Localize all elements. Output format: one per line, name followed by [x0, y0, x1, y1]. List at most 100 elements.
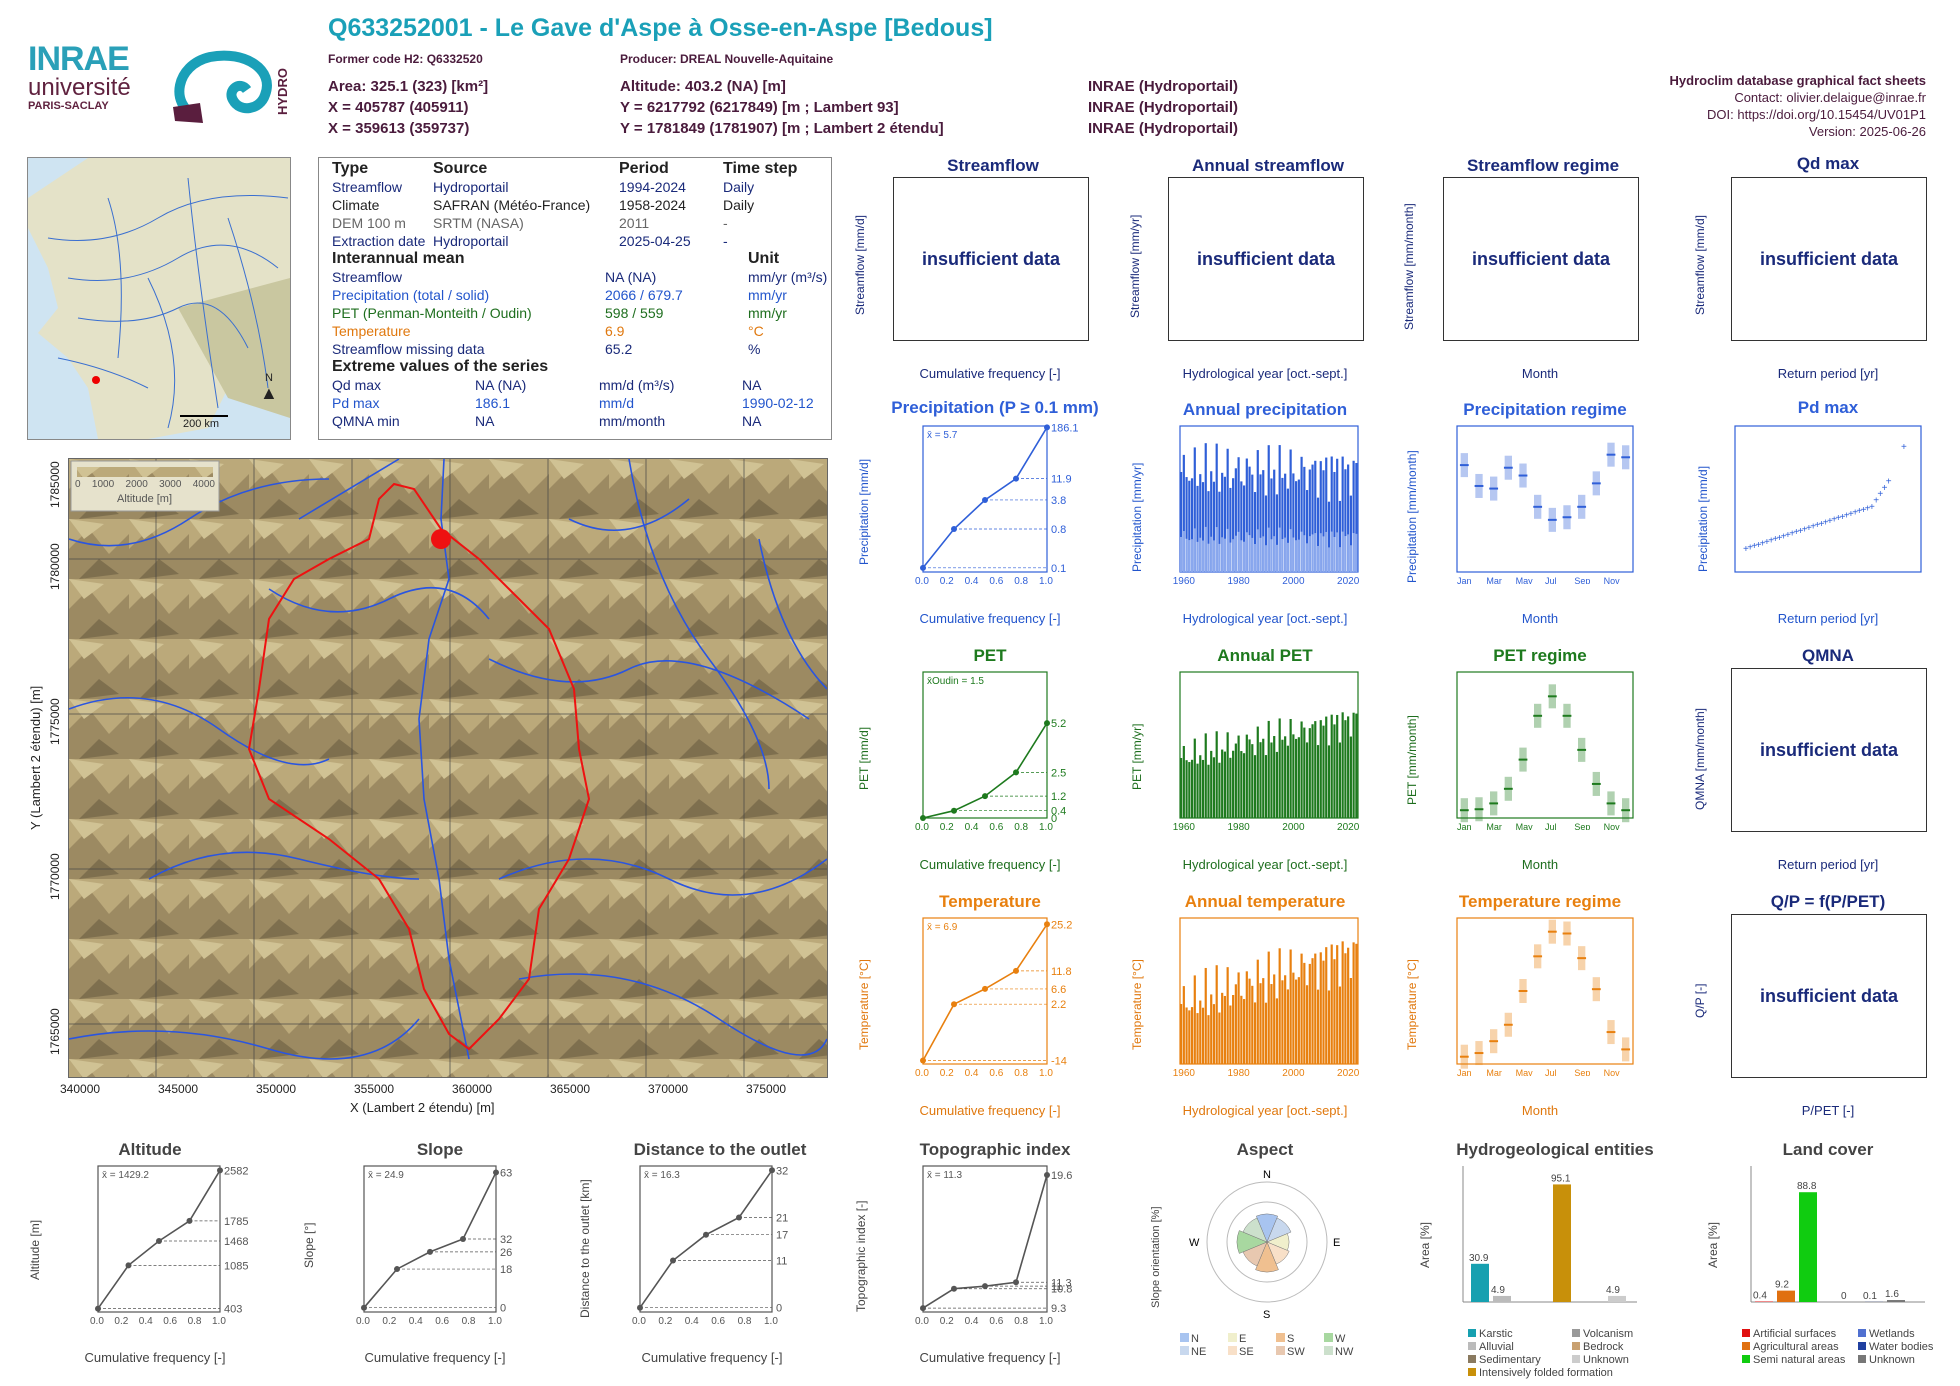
annual-bar-solid: [1349, 545, 1352, 572]
distance-chart: 0 11 17 21 32 0.0 0.2 0.4 0.6 0.8 1.0 x̄ = 16.3: [632, 1165, 788, 1324]
annual-bar: [1180, 472, 1183, 572]
quantile-label: 18: [500, 1264, 512, 1276]
annual-bar: [1185, 1007, 1188, 1064]
annual-bar: [1284, 736, 1287, 818]
quantile-label: 6.6: [1051, 984, 1066, 996]
streamflow-insufficient: insufficient data: [893, 177, 1089, 341]
annual-bar: [1341, 941, 1344, 1064]
annual-bar: [1210, 750, 1213, 818]
locator-map: 200 km N ▲: [27, 157, 291, 440]
temp-cdf-chart: -14 2.2 6.6 11.8 25.2 0.0 0.2 0.4 0.6 0.8 1.0 x̄ = …: [915, 917, 1072, 1076]
annual-bar-solid: [1297, 539, 1300, 572]
annual-bar: [1229, 757, 1232, 818]
aspect-sector: [1255, 1241, 1279, 1273]
annual-bar: [1308, 963, 1311, 1064]
annual-bar: [1188, 762, 1191, 818]
return-period-point: +: [1798, 526, 1804, 537]
annual-bar: [1232, 478, 1235, 572]
annual-bar: [1349, 495, 1352, 572]
return-period-point: +: [1785, 530, 1791, 541]
x-tick-label: 0.0: [632, 1316, 646, 1324]
quantile-point: [736, 1214, 742, 1221]
annual-bar: [1352, 712, 1355, 818]
annual-bar: [1278, 948, 1281, 1064]
quantile-label: 11.3: [1051, 1277, 1072, 1289]
annual-bar: [1303, 962, 1306, 1064]
x-tick-label: Jan: [1457, 1068, 1472, 1076]
annual-bar-solid: [1341, 531, 1344, 572]
quantile-point: [920, 815, 926, 821]
annual-bar: [1245, 734, 1248, 818]
x-tick-label: 0.8: [188, 1316, 202, 1324]
qp-title: Q/P = f(P/PET): [1770, 892, 1886, 911]
plot-frame: [1456, 917, 1634, 1065]
annual-bar: [1281, 980, 1284, 1064]
annual-bar-solid: [1319, 533, 1322, 572]
annual-bar: [1311, 958, 1314, 1064]
annual-bar: [1223, 476, 1227, 572]
quantile-label: 11: [776, 1255, 787, 1267]
annual-bar-solid: [1278, 527, 1281, 572]
annual-bar: [1341, 712, 1344, 818]
annual-bar: [1210, 994, 1213, 1064]
streamflow-title: Streamflow: [947, 156, 1039, 175]
annual-bar: [1292, 972, 1295, 1064]
x-tick-label: 1.0: [1039, 576, 1053, 584]
annual-bar: [1237, 457, 1240, 572]
annual-bar: [1347, 947, 1350, 1064]
annual-bar: [1240, 481, 1243, 572]
quantile-point: [982, 496, 988, 503]
pct-bar: [1887, 1300, 1905, 1302]
pct-bar: [1471, 1263, 1489, 1302]
plot-frame: [639, 1165, 773, 1313]
quantile-label: 403: [224, 1304, 242, 1316]
dir-label: E: [1333, 1237, 1340, 1249]
x-tick-label: 0.4: [685, 1316, 699, 1324]
annual-bar-solid: [1240, 540, 1243, 572]
annual-bar: [1355, 713, 1358, 818]
quantile-label: -14: [1051, 1056, 1067, 1068]
temp-title: Temperature: [939, 892, 1041, 911]
annual-bar: [1190, 478, 1194, 572]
streamflow-regime-ylabel: Streamflow [mm/month]: [1402, 203, 1416, 330]
return-period-point: +: [1764, 537, 1770, 548]
annual-bar: [1289, 949, 1292, 1064]
annual-bar-solid: [1305, 543, 1309, 572]
quantile-label: 1468: [224, 1236, 248, 1248]
map-legend-title: Altitude [m]: [117, 493, 173, 505]
x-tick-label: 0.6: [711, 1316, 725, 1324]
annual-bar: [1229, 1005, 1232, 1064]
annual-bar: [1237, 735, 1240, 818]
x-tick-label: 0.2: [940, 822, 954, 830]
annual-bar: [1292, 734, 1295, 818]
quantile-label: 2582: [224, 1165, 248, 1177]
quantile-label: 1785: [224, 1216, 248, 1228]
annual-bar: [1322, 725, 1325, 818]
annual-bar: [1330, 456, 1333, 572]
annual-streamflow-title: Annual streamflow: [1191, 156, 1345, 175]
annual-bar: [1185, 477, 1188, 572]
annual-bar-solid: [1223, 538, 1227, 572]
quantile-label: 5.2: [1051, 718, 1066, 730]
annual-bar: [1251, 985, 1254, 1064]
annual-bar: [1240, 751, 1243, 818]
quantile-label: 10.8: [1051, 1284, 1072, 1296]
annual-bar: [1212, 481, 1216, 572]
quantile-point: [670, 1257, 676, 1264]
annual-bar: [1226, 967, 1229, 1064]
annual-bar: [1188, 1010, 1191, 1064]
pct-bar-label: 9.2: [1775, 1280, 1789, 1291]
annual-bar-solid: [1284, 537, 1287, 572]
annual-bar: [1322, 960, 1325, 1064]
return-period-point: +: [1781, 531, 1787, 542]
quantile-point: [982, 985, 988, 992]
x-tick-label: 0.6: [163, 1316, 177, 1324]
annual-bar: [1253, 492, 1257, 572]
x-tick-label: 0.4: [139, 1316, 153, 1324]
aspect-sector: [1242, 1217, 1268, 1243]
annual-bar: [1344, 953, 1347, 1064]
annual-pet-title: Annual PET: [1217, 646, 1313, 665]
annual-bar-solid: [1316, 545, 1320, 572]
annual-bar: [1286, 745, 1289, 818]
annual-bar: [1295, 481, 1298, 572]
